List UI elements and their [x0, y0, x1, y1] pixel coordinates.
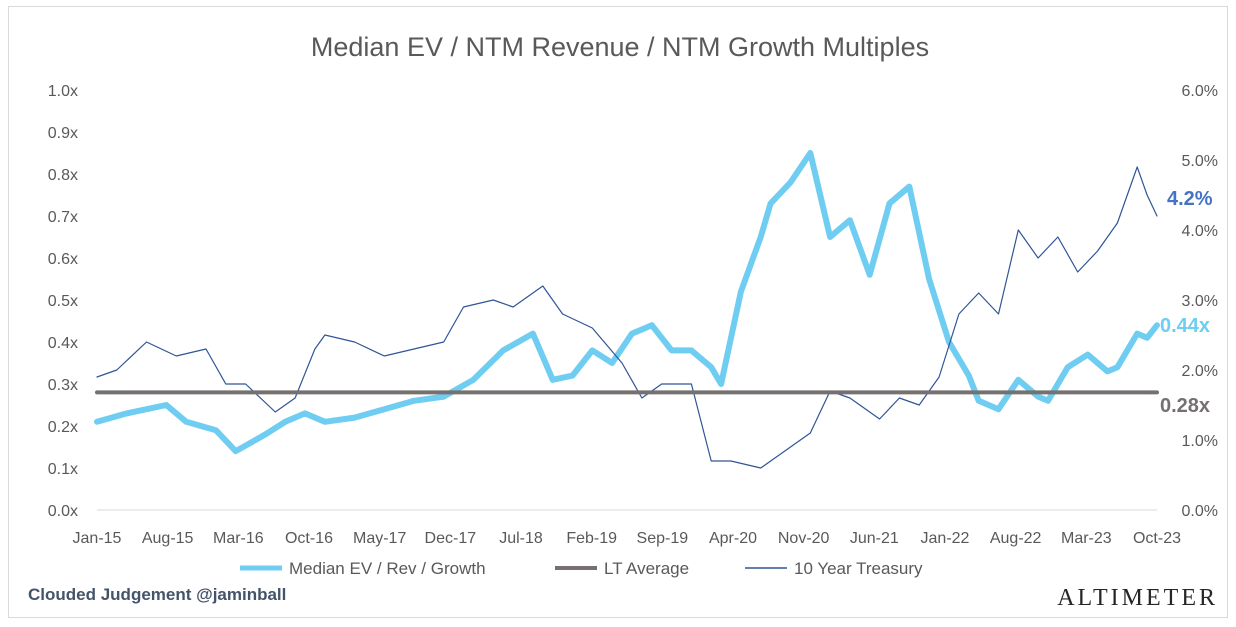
right-tick-label: 5.0%	[1182, 153, 1218, 170]
brand-logo: ALTIMETER	[1057, 585, 1218, 611]
left-tick-label: 0.3x	[48, 377, 78, 394]
x-tick-label: Aug-22	[990, 530, 1042, 547]
left-tick-label: 0.0x	[48, 503, 78, 520]
treasury-callout: 4.2%	[1167, 188, 1213, 210]
legend-label: Median EV / Rev / Growth	[289, 559, 486, 578]
x-tick-label: Jul-18	[499, 530, 543, 547]
right-axis-ticks: 0.0% 1.0% 2.0% 3.0% 4.0% 5.0% 6.0%	[1182, 83, 1218, 520]
left-tick-label: 0.7x	[48, 209, 78, 226]
right-tick-label: 2.0%	[1182, 363, 1218, 380]
left-tick-label: 0.8x	[48, 167, 78, 184]
right-tick-label: 4.0%	[1182, 223, 1218, 240]
x-tick-label: Nov-20	[778, 530, 830, 547]
x-tick-label: Oct-23	[1133, 530, 1181, 547]
left-axis-ticks: 0.0x 0.1x 0.2x 0.3x 0.4x 0.5x 0.6x 0.7x 0.8x 0.9x…	[48, 83, 78, 520]
chart-frame	[8, 6, 1228, 618]
x-tick-label: Jun-21	[850, 530, 899, 547]
x-tick-label: Mar-23	[1061, 530, 1112, 547]
right-tick-label: 1.0%	[1182, 433, 1218, 450]
x-axis-ticks: Jan-15 Aug-15 Mar-16 Oct-16 May-17 Dec-17 Jul-…	[73, 530, 1182, 547]
x-tick-label: Jan-22	[921, 530, 970, 547]
legend: Median EV / Rev / Growth LT Average 10 Yea…	[240, 559, 923, 578]
left-tick-label: 1.0x	[48, 83, 78, 100]
x-tick-label: Mar-16	[213, 530, 264, 547]
left-tick-label: 0.1x	[48, 461, 78, 478]
left-tick-label: 0.9x	[48, 125, 78, 142]
average-callout: 0.28x	[1160, 395, 1210, 417]
legend-label: LT Average	[604, 559, 689, 578]
credit-text: Clouded Judgement @jaminball	[28, 585, 287, 604]
left-tick-label: 0.4x	[48, 335, 78, 352]
right-tick-label: 6.0%	[1182, 83, 1218, 100]
series-10-year-treasury	[96, 166, 1158, 469]
left-tick-label: 0.5x	[48, 293, 78, 310]
x-tick-label: Apr-20	[709, 530, 757, 547]
multiple-callout: 0.44x	[1160, 315, 1210, 337]
x-tick-label: Sep-19	[637, 530, 689, 547]
x-tick-label: Oct-16	[285, 530, 333, 547]
left-tick-label: 0.2x	[48, 419, 78, 436]
left-tick-label: 0.6x	[48, 251, 78, 268]
series-median-ev-rev-growth	[94, 150, 1160, 455]
plot-area	[94, 150, 1160, 469]
chart-title: Median EV / NTM Revenue / NTM Growth Mul…	[311, 32, 929, 62]
right-tick-label: 0.0%	[1182, 503, 1218, 520]
x-tick-label: May-17	[353, 530, 406, 547]
x-tick-label: Dec-17	[425, 530, 477, 547]
x-tick-label: Aug-15	[142, 530, 194, 547]
x-tick-label: Feb-19	[566, 530, 617, 547]
right-tick-label: 3.0%	[1182, 293, 1218, 310]
legend-label: 10 Year Treasury	[794, 559, 923, 578]
x-tick-label: Jan-15	[73, 530, 122, 547]
